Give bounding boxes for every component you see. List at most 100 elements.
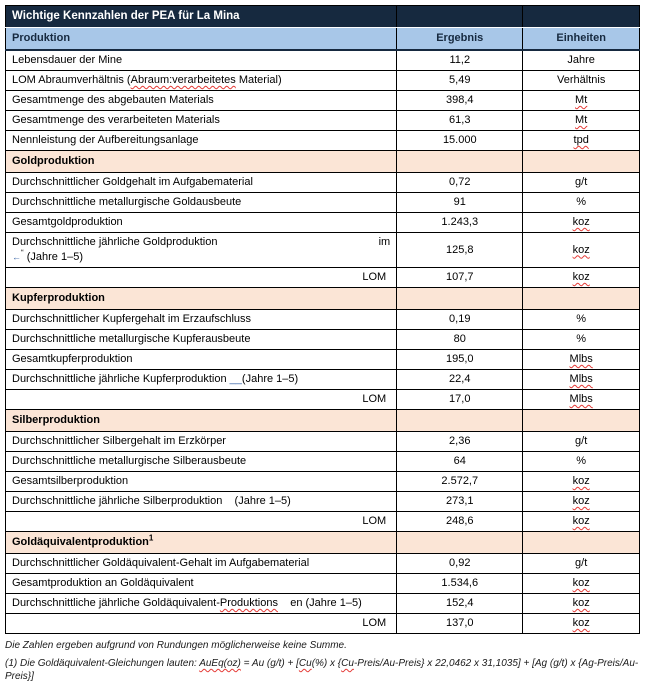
label-cell: Durchschnittliche jährliche Kupferproduk…	[4, 369, 398, 390]
table-row: Gesamtsilberproduktion 2.572,7 koz	[4, 471, 640, 492]
spellcheck-flagged-text: Mlbs	[569, 393, 593, 405]
unit-cell: koz	[522, 212, 640, 233]
unit-cell: Mlbs	[522, 349, 640, 370]
label-cell: Durchschnittlicher Kupfergehalt im Erzau…	[4, 309, 398, 330]
table-row: Nennleistung der Aufbereitungsanlage 15.…	[4, 130, 640, 151]
spellcheck-flagged-text: koz	[572, 515, 590, 527]
unit-cell: koz	[522, 267, 640, 288]
table-row: Gesamtproduktion an Goldäquivalent 1.534…	[4, 573, 640, 594]
unit-cell: tpd	[522, 130, 640, 151]
table-row: Durchschnittlicher Goldäquivalent-Gehalt…	[4, 553, 640, 574]
lom-label-cell: LOM	[4, 267, 398, 288]
value-cell: 125,8	[396, 232, 524, 268]
value-cell: 137,0	[396, 613, 524, 634]
label-cell: LOM Abraumverhältnis (Abraum:verarbeitet…	[4, 70, 398, 91]
spellcheck-flagged-text: Mlbs	[569, 353, 593, 365]
label-cell: Durchschnittliche jährliche Goldäquivale…	[4, 593, 398, 614]
table-row: LOM 107,7 koz	[4, 267, 640, 288]
spellcheck-flagged-text: tpd	[573, 134, 589, 146]
spellcheck-flagged-text: Abraum:verarbeitetes	[130, 74, 236, 86]
table-row: LOM Abraumverhältnis (Abraum:verarbeitet…	[4, 70, 640, 91]
label-cell: Durchschnittlicher Goldäquivalent-Gehalt…	[4, 553, 398, 574]
unit-cell: g/t	[522, 172, 640, 193]
value-cell: 152,4	[396, 593, 524, 614]
unit-cell: koz	[522, 491, 640, 512]
table-row: Durchschnittliche jährliche Goldäquivale…	[4, 593, 640, 614]
lom-label-cell: LOM	[4, 389, 398, 410]
value-cell: 2,36	[396, 431, 524, 452]
section-spacer-cell	[396, 409, 524, 432]
unit-cell: koz	[522, 573, 640, 594]
label-cell: Nennleistung der Aufbereitungsanlage	[4, 130, 398, 151]
label-cell: Gesamtmenge des abgebauten Materials	[4, 90, 398, 111]
title-spacer-cell	[522, 5, 640, 28]
value-cell: 11,2	[396, 49, 524, 71]
spellcheck-flagged-text: koz	[572, 271, 590, 283]
lom-label-cell: LOM	[4, 613, 398, 634]
label-cell: Durchschnittliche metallurgische Goldaus…	[4, 192, 398, 213]
table-row: LOM 137,0 koz	[4, 613, 640, 634]
section-spacer-cell	[522, 531, 640, 554]
value-cell: 107,7	[396, 267, 524, 288]
label-cell: Durchschnittliche metallurgische Kupfera…	[4, 329, 398, 350]
column-header-produktion: Produktion	[4, 27, 398, 51]
value-cell: 80	[396, 329, 524, 350]
section-header-copper: Kupferproduktion	[4, 287, 640, 310]
justified-label-line: Durchschnittliche jährliche Goldprodukti…	[12, 236, 391, 248]
title-spacer-cell	[396, 5, 524, 28]
quote-mark: “	[21, 248, 24, 258]
spellcheck-flagged-text: Cu	[298, 657, 312, 669]
lom-label-cell: LOM	[4, 511, 398, 532]
table-row: Gesamtgoldproduktion 1.243,3 koz	[4, 212, 640, 233]
table-row: Durchschnittliche jährliche Silberproduk…	[4, 491, 640, 512]
value-cell: 195,0	[396, 349, 524, 370]
value-cell: 0,72	[396, 172, 524, 193]
label-cell: Durchschnittliche jährliche Goldprodukti…	[4, 232, 398, 268]
label-cell: Durchschnittlicher Silbergehalt im Erzkö…	[4, 431, 398, 452]
table-row: Durchschnittlicher Goldgehalt im Aufgabe…	[4, 172, 640, 193]
table-row: Durchschnittliche metallurgische Kupfera…	[4, 329, 640, 350]
rounding-note: Die Zahlen ergeben aufgrund von Rundunge…	[5, 640, 347, 651]
label-cell: Gesamtproduktion an Goldäquivalent	[4, 573, 398, 594]
unit-cell: koz	[522, 613, 640, 634]
unit-cell: koz	[522, 232, 640, 268]
value-cell: 273,1	[396, 491, 524, 512]
value-cell: 248,6	[396, 511, 524, 532]
spellcheck-flagged-text: koz	[572, 597, 590, 609]
value-cell: 61,3	[396, 110, 524, 131]
value-cell: 22,4	[396, 369, 524, 390]
label-cell: Durchschnittliche metallurgische Silbera…	[4, 451, 398, 472]
table-row: Durchschnittlicher Silbergehalt im Erzkö…	[4, 431, 640, 452]
value-cell: 64	[396, 451, 524, 472]
label-cell: Gesamtkupferproduktion	[4, 349, 398, 370]
section-spacer-cell	[522, 287, 640, 310]
revision-underscore-mark: __	[229, 373, 242, 385]
spellcheck-flagged-text: koz	[572, 577, 590, 589]
section-header-goldeq: Goldäquivalentproduktion1	[4, 531, 640, 554]
unit-cell: %	[522, 309, 640, 330]
revision-arrow-mark: ←	[12, 252, 21, 262]
value-cell: 5,49	[396, 70, 524, 91]
value-cell: 15.000	[396, 130, 524, 151]
label-cell: Gesamtmenge des verarbeiteten Materials	[4, 110, 398, 131]
section-header-gold: Goldproduktion	[4, 150, 640, 173]
spellcheck-flagged-text: Produktions	[219, 597, 278, 609]
table-row: Gesamtmenge des abgebauten Materials 398…	[4, 90, 640, 111]
unit-cell: %	[522, 451, 640, 472]
value-cell: 91	[396, 192, 524, 213]
spellcheck-flagged-text: AuEq(oz)	[199, 657, 241, 669]
label-cell: Durchschnittlicher Goldgehalt im Aufgabe…	[4, 172, 398, 193]
unit-cell: Mt	[522, 90, 640, 111]
section-title: Goldäquivalentproduktion1	[4, 531, 398, 554]
unit-cell: Jahre	[522, 49, 640, 71]
table-row: Lebensdauer der Mine 11,2 Jahre	[4, 49, 640, 71]
unit-cell: g/t	[522, 553, 640, 574]
table-row: LOM 17,0 Mlbs	[4, 389, 640, 410]
section-title: Silberproduktion	[4, 409, 398, 432]
label-cell: Durchschnittliche jährliche Silberproduk…	[4, 491, 398, 512]
section-title: Kupferproduktion	[4, 287, 398, 310]
unit-cell: Mlbs	[522, 389, 640, 410]
column-header-ergebnis: Ergebnis	[396, 27, 524, 51]
unit-cell: Mlbs	[522, 369, 640, 390]
